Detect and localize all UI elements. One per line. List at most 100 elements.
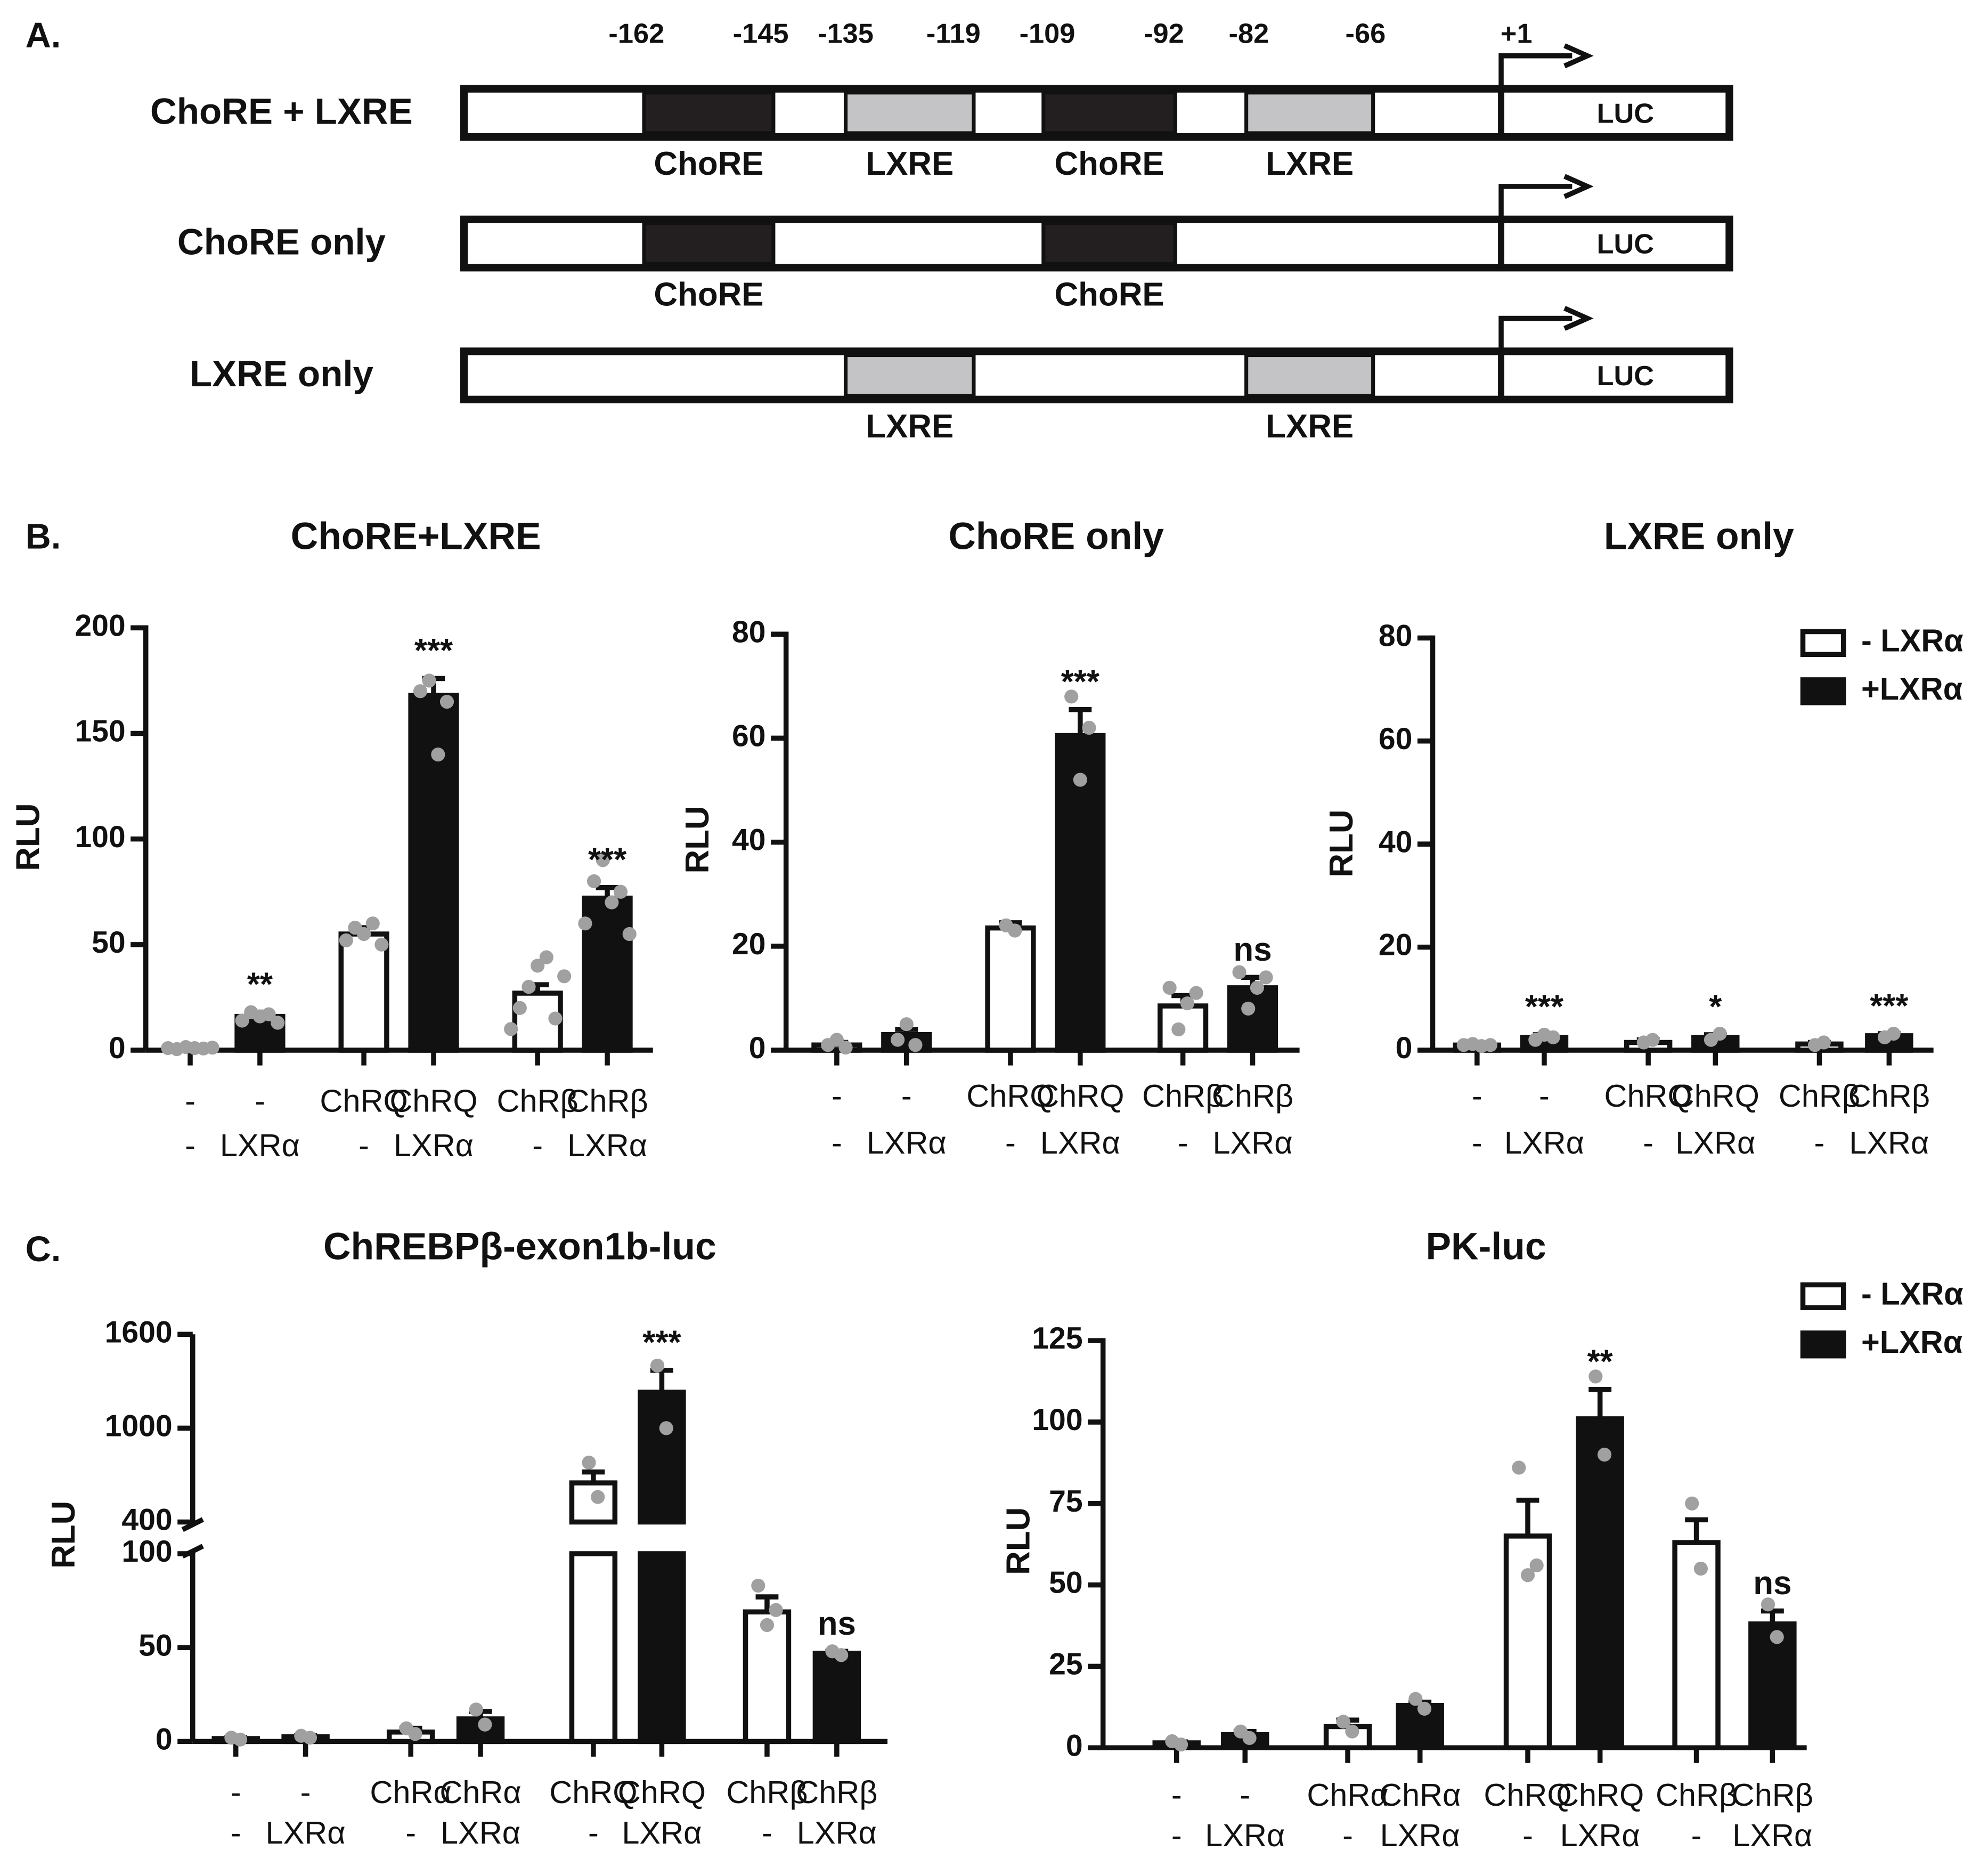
data-point	[1336, 1715, 1350, 1729]
data-point	[557, 969, 572, 984]
y-tick-label: 200	[75, 608, 125, 643]
reporter-label: LUC	[1596, 98, 1654, 129]
bar	[638, 1390, 686, 1744]
chart-title: ChREBPβ-exon1b-luc	[323, 1225, 716, 1268]
data-point	[1713, 1026, 1727, 1041]
y-tick-label: 60	[732, 719, 766, 753]
x-tick-label: -	[1171, 1777, 1182, 1813]
data-point	[769, 1603, 783, 1617]
data-point	[1761, 1597, 1775, 1612]
data-point	[205, 1041, 219, 1055]
data-point	[650, 1358, 665, 1373]
panel-label: A.	[26, 16, 61, 55]
position-label: -92	[1144, 18, 1184, 49]
y-tick-label: 50	[1049, 1566, 1083, 1600]
position-label: +1	[1501, 18, 1533, 49]
x-tick-sublabel: -	[1178, 1125, 1188, 1160]
data-point	[374, 937, 389, 952]
significance-label: **	[1587, 1344, 1614, 1381]
x-tick-sublabel: -	[1643, 1125, 1653, 1160]
x-tick-label: ChRQ	[1556, 1777, 1644, 1813]
significance-label: ***	[1870, 988, 1909, 1025]
x-tick-sublabel: -	[1814, 1125, 1825, 1160]
position-label: -82	[1229, 18, 1269, 49]
x-tick-sublabel: -	[231, 1815, 241, 1850]
construct-box	[460, 347, 1733, 403]
y-axis-label: RLU	[1323, 809, 1360, 877]
significance-label: ns	[1233, 931, 1272, 968]
data-point	[1645, 1033, 1660, 1047]
data-point	[1064, 689, 1079, 704]
data-point	[413, 684, 428, 699]
x-tick-sublabel: LXRα	[220, 1127, 300, 1163]
y-axis-label: RLU	[10, 803, 46, 871]
chart-title: ChoRE+LXRE	[291, 515, 541, 558]
data-point	[539, 950, 553, 964]
x-tick-label: ChRQ	[320, 1083, 408, 1119]
data-point	[659, 1421, 673, 1435]
x-tick-label: ChRβ	[1656, 1777, 1737, 1813]
legend-swatch	[1800, 629, 1846, 657]
element-box	[1041, 221, 1177, 266]
data-point	[408, 1727, 422, 1741]
x-tick-label: ChRβ	[796, 1774, 877, 1810]
x-tick-sublabel: LXRα	[1212, 1125, 1292, 1160]
bar	[1055, 733, 1106, 1053]
data-point	[365, 916, 380, 931]
significance-label: ns	[818, 1605, 856, 1642]
x-tick-sublabel: LXRα	[441, 1815, 520, 1850]
x-tick-label: -	[832, 1078, 842, 1114]
x-tick-sublabel: -	[532, 1127, 543, 1163]
data-point	[1259, 970, 1273, 985]
significance-label: ***	[1061, 663, 1100, 700]
data-point	[422, 673, 436, 688]
x-tick-sublabel: LXRα	[1560, 1817, 1640, 1853]
element-label: LXRE	[866, 408, 954, 445]
data-point	[1417, 1701, 1432, 1716]
x-tick-sublabel: LXRα	[1849, 1125, 1929, 1160]
x-tick-label: ChRQ	[1036, 1078, 1124, 1114]
x-tick-label: ChRQ	[1672, 1078, 1759, 1114]
y-tick-label: 50	[92, 926, 126, 960]
y-tick-label: 100	[121, 1535, 172, 1569]
data-point	[1512, 1460, 1526, 1475]
data-point	[622, 927, 637, 941]
y-tick-label: 0	[1066, 1728, 1083, 1763]
bar	[569, 1480, 618, 1744]
tss-arrow	[1498, 184, 1573, 220]
legend-swatch	[1800, 677, 1846, 705]
data-point	[1529, 1558, 1544, 1573]
data-point	[478, 1717, 492, 1732]
x-tick-label: -	[1539, 1078, 1550, 1114]
significance-label: ***	[1525, 989, 1564, 1026]
data-point	[469, 1702, 483, 1717]
y-tick-label: 60	[1379, 722, 1413, 756]
data-point	[596, 853, 610, 867]
y-tick-label: 0	[109, 1031, 126, 1065]
data-point	[522, 980, 536, 994]
data-point	[582, 1455, 596, 1470]
position-label: -66	[1346, 18, 1386, 49]
y-tick-label: 50	[138, 1628, 173, 1662]
x-tick-label: -	[231, 1774, 241, 1810]
arrow-head	[1563, 43, 1594, 69]
x-tick-label: ChRα	[1307, 1777, 1388, 1813]
x-tick-sublabel: -	[1522, 1817, 1533, 1853]
x-tick-sublabel: LXRα	[867, 1125, 947, 1160]
y-tick-label: 400	[121, 1503, 172, 1537]
element-box	[1244, 91, 1375, 135]
x-tick-sublabel: LXRα	[622, 1815, 702, 1850]
panel-label: B.	[26, 517, 61, 556]
y-tick-label: 75	[1049, 1484, 1083, 1519]
bar	[582, 895, 633, 1053]
x-tick-sublabel: -	[762, 1815, 772, 1850]
chart-title: ChoRE only	[948, 515, 1164, 558]
data-point	[1073, 773, 1087, 787]
data-point	[431, 748, 445, 762]
data-point	[1520, 1568, 1535, 1582]
x-tick-sublabel: LXRα	[797, 1815, 877, 1850]
data-point	[760, 1618, 775, 1633]
data-point	[908, 1038, 923, 1052]
data-point	[512, 1001, 527, 1015]
data-point	[233, 1732, 248, 1747]
